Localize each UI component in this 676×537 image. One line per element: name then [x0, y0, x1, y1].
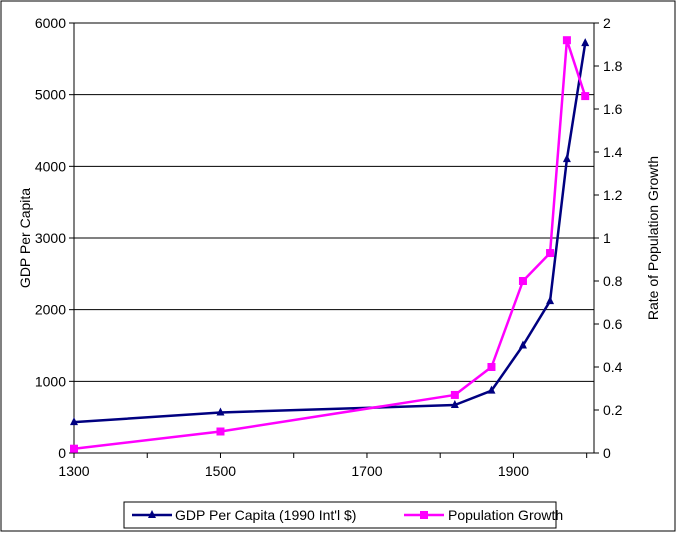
y-right-tick-label: 1.2 — [603, 187, 623, 203]
y-right-tick-label: 1.6 — [603, 101, 623, 117]
y-left-tick-label: 1000 — [35, 373, 66, 389]
y-right-tick-label: 0.4 — [603, 359, 623, 375]
data-point-population — [216, 427, 225, 436]
data-point-gdp — [518, 340, 527, 349]
data-point-gdp — [546, 296, 555, 305]
x-tick-label: 1500 — [205, 463, 236, 479]
data-point-gdp — [581, 38, 590, 47]
y-axis-left-label: GDP Per Capita — [17, 188, 33, 288]
y-right-tick-label: 0.2 — [603, 402, 623, 418]
legend-marker-population — [420, 511, 428, 519]
x-tick-label: 1700 — [351, 463, 382, 479]
y-left-tick-label: 6000 — [35, 15, 66, 31]
y-right-tick-label: 0.8 — [603, 273, 623, 289]
legend-box — [123, 501, 557, 529]
y-right-tick-label: 1 — [603, 230, 611, 246]
y-axis-right-label: Rate of Population Growth — [645, 156, 661, 320]
y-right-tick-label: 0 — [603, 445, 611, 461]
y-right-tick-label: 0.6 — [603, 316, 623, 332]
data-point-population — [546, 249, 555, 258]
data-point-population — [450, 390, 459, 399]
y-left-tick-label: 0 — [58, 445, 66, 461]
legend-label-gdp: GDP Per Capita (1990 Int'l $) — [175, 507, 356, 523]
data-point-gdp — [450, 399, 459, 408]
data-point-population — [518, 277, 527, 285]
y-left-tick-label: 4000 — [35, 158, 66, 174]
x-tick-label: 1900 — [498, 463, 529, 479]
y-left-tick-label: 2000 — [35, 302, 66, 318]
gridlines — [74, 94, 594, 382]
axes: 0 1000 2000 3000 4000 5000 6000 0 0.2 0.4 0.6 0.8 1 1… — [35, 15, 623, 479]
data-point-gdp — [562, 154, 571, 163]
data-point-gdp — [487, 385, 496, 394]
series-layer — [70, 36, 590, 453]
legend-label-population: Population Growth — [448, 507, 563, 523]
y-right-tick-label: 2 — [603, 15, 611, 31]
y-right-tick-label: 1.4 — [603, 144, 623, 160]
data-point-population — [487, 363, 496, 371]
y-right-tick-label: 1.8 — [603, 58, 623, 74]
data-point-population — [581, 92, 590, 101]
legend: GDP Per Capita (1990 Int'l $) Population… — [123, 501, 563, 529]
series-line-gdp — [73, 42, 587, 424]
data-point-population — [562, 36, 571, 45]
series-line-population — [73, 38, 587, 450]
y-left-tick-label: 3000 — [35, 230, 66, 246]
data-point-gdp — [216, 407, 225, 416]
data-point-gdp — [70, 417, 78, 426]
legend-marker-gdp — [148, 510, 156, 518]
x-tick-label: 1300 — [58, 463, 89, 479]
y-left-tick-label: 5000 — [35, 87, 66, 103]
data-point-population — [70, 444, 78, 453]
